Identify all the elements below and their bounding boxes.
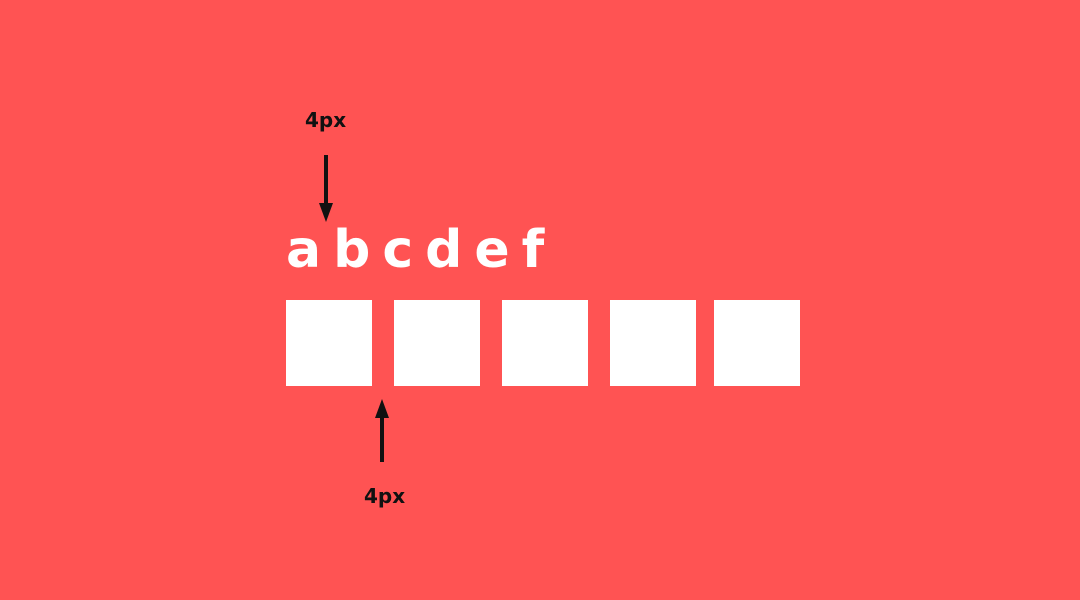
bottom-spacing-label: 4px [364, 484, 406, 508]
letter-d: d [425, 220, 463, 280]
box-2 [394, 300, 480, 386]
box-5 [714, 300, 800, 386]
letter-a: a [286, 220, 322, 280]
top-arrow-head [319, 203, 333, 222]
letter-row: a b c d e f [286, 218, 544, 282]
letter-f: f [521, 220, 545, 280]
bottom-arrow-head [375, 399, 389, 418]
letter-c: c [382, 220, 414, 280]
top-spacing-label: 4px [305, 108, 347, 132]
box-4 [610, 300, 696, 386]
letter-b: b [333, 220, 371, 280]
box-3 [502, 300, 588, 386]
box-1 [286, 300, 372, 386]
letter-e: e [474, 220, 510, 280]
